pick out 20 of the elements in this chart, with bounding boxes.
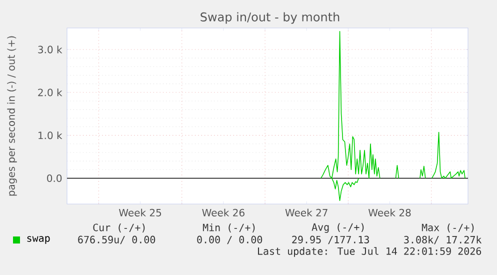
text: 3.08k/ 17.27k: [404, 236, 482, 244]
y-tick-label: 3.0 k: [38, 46, 62, 54]
legend-label: swap: [27, 236, 50, 244]
text: 29.95 /177.13: [292, 236, 369, 244]
text: Avg (-/+): [312, 223, 364, 233]
text: Cur (-/+): [93, 224, 145, 232]
x-tick-label: Week 27: [285, 208, 328, 216]
text: Min (-/+): [202, 224, 255, 232]
text: 676.59u/ 0.00: [78, 236, 156, 244]
chart-title: Swap in/out - by month: [200, 12, 340, 24]
y-tick-label: 1.0 k: [38, 131, 62, 140]
x-tick-label: Week 26: [202, 208, 244, 216]
text: Last update: Tue Jul 14 22:01:59 2026: [258, 247, 482, 257]
text: 0.00 / 0.00: [197, 236, 262, 244]
y-tick-label: 0.0: [47, 174, 62, 182]
text: Max (-/+): [422, 224, 474, 232]
x-tick-label: Week 28: [368, 208, 411, 216]
x-tick-label: Week 25: [118, 208, 162, 216]
y-tick-label: 2.0 k: [38, 88, 62, 96]
y-axis-title: pages per second in (-) / out (+): [7, 36, 17, 196]
